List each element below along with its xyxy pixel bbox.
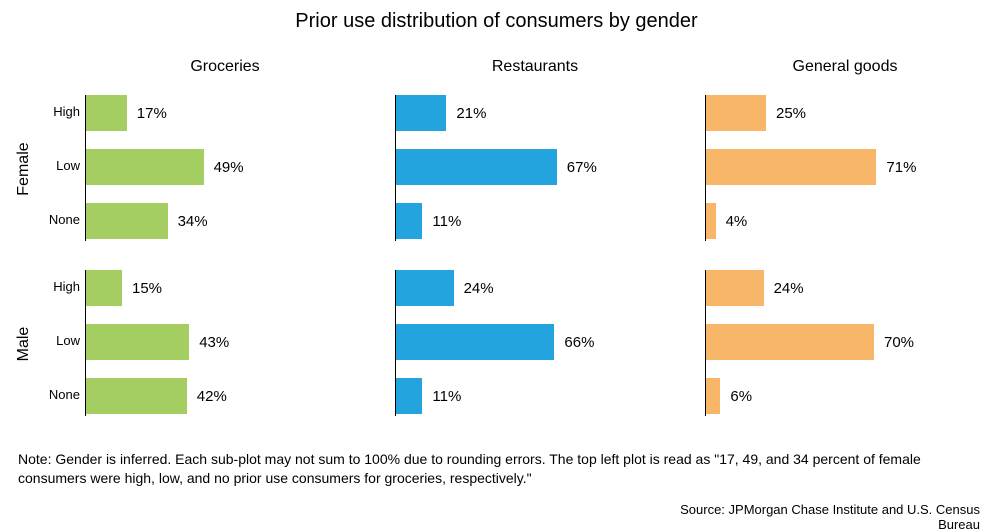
cat-label: None — [40, 387, 80, 402]
cat-label: High — [40, 279, 80, 294]
bar-row: 21% — [396, 95, 486, 131]
bar-value-label: 4% — [726, 213, 748, 230]
bar — [396, 270, 454, 306]
bar-row: 6% — [706, 378, 752, 414]
source-line: Source: JPMorgan Chase Institute and U.S… — [640, 502, 980, 532]
bar — [396, 324, 554, 360]
bar-value-label: 11% — [432, 388, 461, 405]
bar-row: 15% — [86, 270, 162, 306]
bar-row: 43% — [86, 324, 229, 360]
subplot-male-groceries: 15% 43% 42% — [85, 270, 365, 430]
bar-row: 34% — [86, 203, 208, 239]
bar-value-label: 34% — [178, 213, 208, 230]
bar — [396, 203, 422, 239]
bar-value-label: 49% — [214, 159, 244, 176]
bar-value-label: 70% — [884, 334, 914, 351]
bar — [86, 270, 122, 306]
subplot-female-restaurants: 21% 67% 11% — [395, 95, 675, 255]
subplot-female-groceries: 17% 49% 34% — [85, 95, 365, 255]
main-title: Prior use distribution of consumers by g… — [0, 10, 993, 33]
footnote: Note: Gender is inferred. Each sub-plot … — [18, 450, 938, 488]
cat-label: High — [40, 104, 80, 119]
bar-value-label: 66% — [564, 334, 594, 351]
bar — [86, 324, 189, 360]
bar — [706, 95, 766, 131]
bar-value-label: 11% — [432, 213, 461, 230]
bar-value-label: 15% — [132, 280, 162, 297]
bar — [86, 378, 187, 414]
bar — [706, 324, 874, 360]
subplot-female-generalgoods: 25% 71% 4% — [705, 95, 985, 255]
bar-value-label: 17% — [137, 105, 167, 122]
bar — [86, 149, 204, 185]
bar-row: 70% — [706, 324, 914, 360]
bar-value-label: 67% — [567, 159, 597, 176]
row-label-female: Female — [15, 109, 33, 229]
bar-row: 11% — [396, 203, 461, 239]
bar — [86, 203, 168, 239]
bar — [706, 378, 720, 414]
col-title-1: Restaurants — [395, 58, 675, 76]
bar-row: 24% — [706, 270, 804, 306]
bar-value-label: 24% — [464, 280, 494, 297]
bar-row: 67% — [396, 149, 597, 185]
bar-value-label: 24% — [774, 280, 804, 297]
bar-value-label: 21% — [456, 105, 486, 122]
bar — [706, 203, 716, 239]
bar-row: 71% — [706, 149, 916, 185]
bar-row: 42% — [86, 378, 227, 414]
bar-row: 17% — [86, 95, 167, 131]
bar-value-label: 71% — [886, 159, 916, 176]
bar — [86, 95, 127, 131]
chart-container: Prior use distribution of consumers by g… — [0, 0, 993, 531]
cat-label: Low — [40, 158, 80, 173]
bar-row: 66% — [396, 324, 594, 360]
row-label-male: Male — [15, 284, 33, 404]
subplot-male-generalgoods: 24% 70% 6% — [705, 270, 985, 430]
cat-label: Low — [40, 333, 80, 348]
col-title-2: General goods — [705, 58, 985, 76]
cat-label: None — [40, 212, 80, 227]
bar — [396, 95, 446, 131]
bar-row: 24% — [396, 270, 494, 306]
bar-value-label: 42% — [197, 388, 227, 405]
col-title-0: Groceries — [85, 58, 365, 76]
bar — [706, 270, 764, 306]
bar-row: 49% — [86, 149, 244, 185]
bar-value-label: 43% — [199, 334, 229, 351]
bar-row: 11% — [396, 378, 461, 414]
bar-row: 25% — [706, 95, 806, 131]
bar — [706, 149, 876, 185]
subplot-male-restaurants: 24% 66% 11% — [395, 270, 675, 430]
bar — [396, 149, 557, 185]
bar — [396, 378, 422, 414]
bar-row: 4% — [706, 203, 747, 239]
bar-value-label: 6% — [730, 388, 752, 405]
bar-value-label: 25% — [776, 105, 806, 122]
